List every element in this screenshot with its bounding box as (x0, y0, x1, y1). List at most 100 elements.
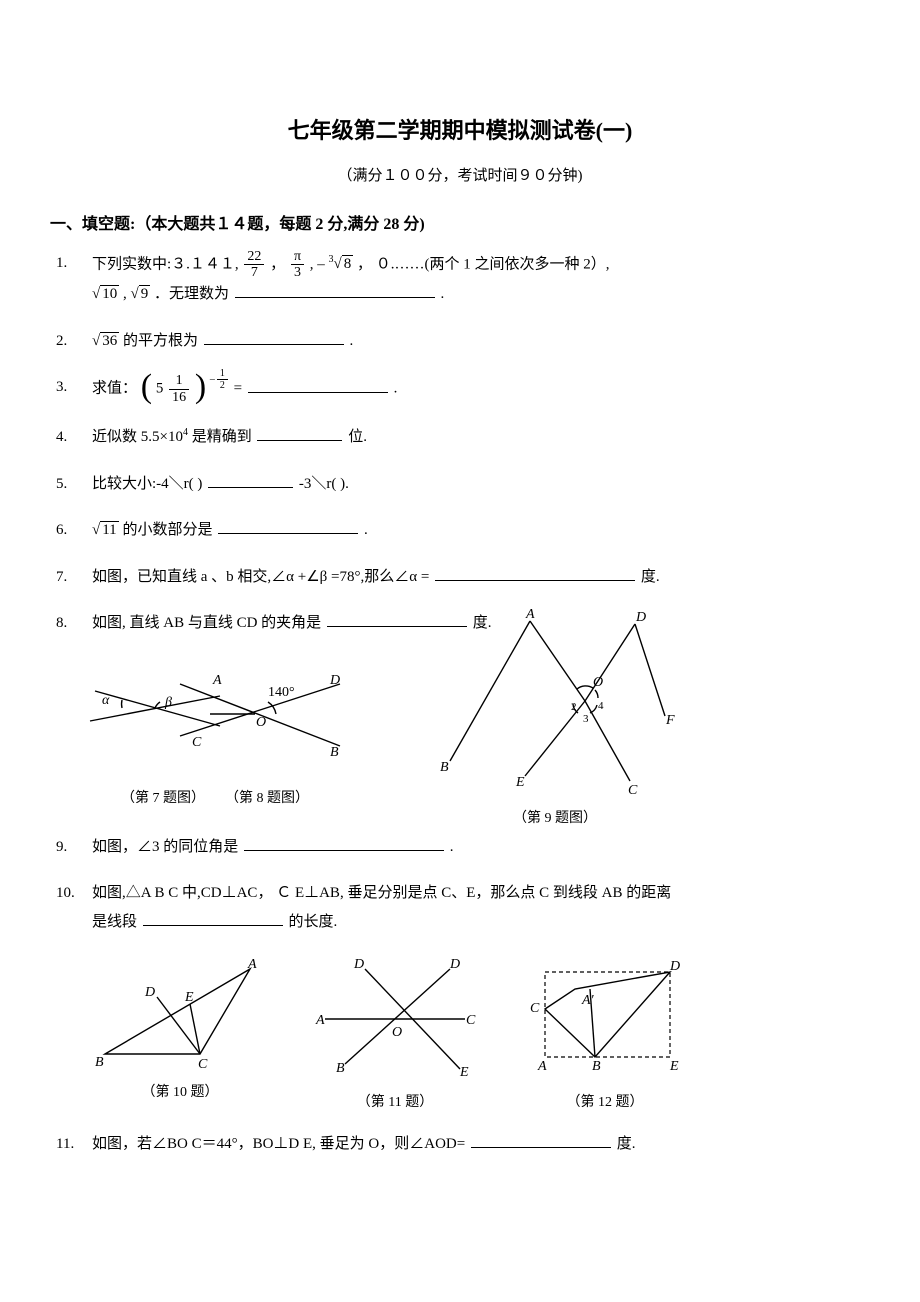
text: . (364, 522, 368, 538)
exponent-neg-half: –12 (210, 363, 230, 392)
figure-9: .ln{stroke:#000; stroke-width:1.4; fill:… (430, 606, 680, 833)
label-B: B (440, 760, 449, 775)
question-number: 7. (50, 563, 92, 592)
question-number: 3. (50, 373, 92, 405)
numerator: 1 (169, 373, 189, 389)
question-body: √36 的平方根为 . (92, 327, 870, 356)
denominator: 7 (244, 265, 264, 280)
label-B: B (330, 745, 339, 760)
question-1: 1. 下列实数中:３.１４１, 22 7 ， π 3 , – 3√8 ， ０.…… (50, 249, 870, 309)
question-number: 9. (50, 833, 92, 862)
text: 的长度. (289, 914, 338, 930)
question-body: √11 的小数部分是 . (92, 516, 870, 545)
question-10: 10. 如图,△A B C 中,CD⊥AC， Ｃ E⊥AB, 垂足分别是点 C、… (50, 879, 870, 936)
question-number: 2. (50, 327, 92, 356)
question-9: 9. 如图，∠3 的同位角是 . (50, 833, 870, 862)
label-A: A (315, 1013, 325, 1028)
label-F: F (665, 713, 675, 728)
question-number: 10. (50, 879, 92, 936)
question-number: 8. (50, 609, 92, 638)
answer-blank (435, 566, 635, 581)
answer-blank (204, 330, 344, 345)
answer-blank (248, 378, 388, 393)
denominator: 16 (169, 390, 189, 405)
label-D: D (144, 985, 155, 1000)
question-body: 如图,△A B C 中,CD⊥AC， Ｃ E⊥AB, 垂足分别是点 C、E，那么… (92, 879, 870, 936)
text: 如图,△A B C 中,CD⊥AC， Ｃ E⊥AB, 垂足分别是点 C、E，那么… (92, 885, 671, 901)
caption-8: （第 8 题图） (225, 786, 309, 813)
question-7: 7. 如图，已知直线 a 、b 相交,∠α +∠β =78°,那么∠α = 度. (50, 563, 870, 592)
figure-9-svg: .ln{stroke:#000; stroke-width:1.4; fill:… (430, 606, 680, 796)
answer-blank (235, 283, 435, 298)
answer-blank (244, 836, 444, 851)
label-C: C (192, 735, 202, 750)
label-B: B (95, 1055, 104, 1069)
label-E: E (184, 990, 194, 1005)
label-A: A (212, 673, 222, 688)
text: 度. (617, 1136, 636, 1152)
question-5: 5. 比较大小:-4＼r( ) -3＼r( ). (50, 470, 870, 499)
text: , – (310, 256, 325, 272)
figure-10: .ln{stroke:#000; stroke-width:1.8; fill:… (90, 954, 270, 1106)
text: 下列实数中:３.１４１, (92, 256, 239, 272)
page-title: 七年级第二学期期中模拟测试卷(一) (50, 110, 870, 152)
label-2: 2 (571, 701, 577, 713)
text: 如图，∠3 的同位角是 (92, 839, 238, 855)
caption-10: （第 10 题） (90, 1080, 270, 1107)
label-C: C (466, 1013, 476, 1028)
cuberoot-8: 3√8 (329, 256, 354, 272)
text: ， ０.……(两个 1 之间依次多一种 2）, (357, 256, 610, 272)
text: 位. (348, 429, 367, 445)
question-4: 4. 近似数 5.5×104 是精确到 位. (50, 423, 870, 452)
text: 如图，已知直线 a 、b 相交,∠α +∠β =78°,那么∠α = (92, 569, 429, 585)
question-body: 近似数 5.5×104 是精确到 位. (92, 423, 870, 452)
question-body: 求值： ( 5 1 16 ) –12 = . (92, 373, 870, 405)
label-C: C (628, 783, 638, 796)
sqrt-9: √9 (130, 285, 150, 302)
question-11: 11. 如图，若∠BO C＝44°，BO⊥D E, 垂足为 O，则∠AOD= 度… (50, 1130, 870, 1159)
label-4: 4 (598, 700, 604, 712)
sqrt-36: √36 (92, 332, 119, 349)
text: ．无理数为 (154, 286, 229, 302)
label-E: E (459, 1065, 469, 1079)
label-D: D (635, 610, 646, 625)
caption-12: （第 12 题） (520, 1090, 690, 1117)
figure-7-8: .ln{stroke:#000; stroke-width:1.2; fill:… (80, 656, 350, 813)
caption-11: （第 11 题） (310, 1090, 480, 1117)
text: . (350, 333, 354, 349)
figure-10-svg: .ln{stroke:#000; stroke-width:1.8; fill:… (90, 954, 270, 1069)
label-D: D (449, 957, 460, 972)
question-6: 6. √11 的小数部分是 . (50, 516, 870, 545)
label-E: E (515, 775, 525, 790)
label-D: D (329, 673, 340, 688)
answer-blank (471, 1133, 611, 1148)
label-Aprime: A′ (581, 993, 595, 1008)
denominator: 3 (291, 265, 304, 280)
caption-9: （第 9 题图） (430, 806, 680, 833)
label-O: O (256, 715, 266, 730)
question-body: 如图，已知直线 a 、b 相交,∠α +∠β =78°,那么∠α = 度. (92, 563, 870, 592)
question-body: 下列实数中:３.１４１, 22 7 ， π 3 , – 3√8 ， ０.……(两… (92, 249, 870, 309)
text: . (440, 286, 444, 302)
label-3: 3 (583, 713, 589, 725)
text: 求值： (92, 381, 137, 397)
question-body: 如图，∠3 的同位角是 . (92, 833, 870, 862)
question-3: 3. 求值： ( 5 1 16 ) –12 = . (50, 373, 870, 405)
label-A: A (525, 607, 535, 622)
numerator: π (291, 249, 304, 265)
question-number: 6. (50, 516, 92, 545)
fraction-1-16: 1 16 (169, 373, 189, 405)
label-A: A (247, 957, 257, 972)
sqrt-11: √11 (92, 521, 119, 538)
base-int: 5 (156, 381, 164, 397)
question-number: 11. (50, 1130, 92, 1159)
numerator: 22 (244, 249, 264, 265)
text: 近似数 5.5×10 (92, 429, 183, 445)
text: = (234, 381, 246, 397)
text: 比较大小:-4＼r( ) (92, 476, 202, 492)
text: 如图，若∠BO C＝44°，BO⊥D E, 垂足为 O，则∠AOD= (92, 1136, 465, 1152)
answer-blank (257, 426, 342, 441)
label-alpha: α (102, 693, 110, 708)
label-O: O (392, 1025, 402, 1040)
section-1-heading: 一、填空题:（本大题共１４题，每题 2 分,满分 28 分) (50, 210, 870, 240)
